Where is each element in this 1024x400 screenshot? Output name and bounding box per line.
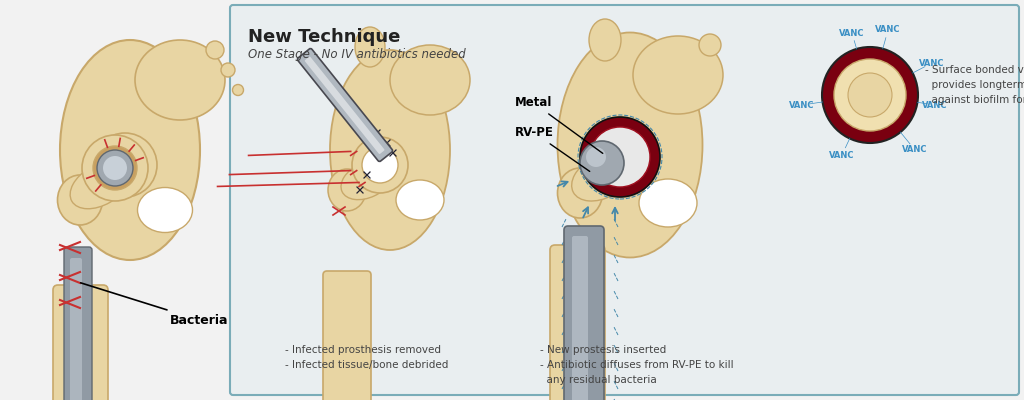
Text: Bacteria: Bacteria bbox=[81, 283, 228, 326]
FancyBboxPatch shape bbox=[564, 226, 604, 400]
Ellipse shape bbox=[390, 45, 470, 115]
Ellipse shape bbox=[557, 168, 602, 218]
Circle shape bbox=[586, 147, 606, 167]
Ellipse shape bbox=[589, 19, 621, 61]
Ellipse shape bbox=[571, 153, 633, 201]
Circle shape bbox=[590, 127, 650, 187]
Circle shape bbox=[580, 117, 660, 197]
Ellipse shape bbox=[699, 34, 721, 56]
Ellipse shape bbox=[206, 41, 224, 59]
Text: RV-PE: RV-PE bbox=[515, 126, 590, 172]
Circle shape bbox=[834, 59, 906, 131]
Ellipse shape bbox=[633, 36, 723, 114]
Circle shape bbox=[82, 135, 148, 201]
Ellipse shape bbox=[135, 40, 225, 120]
Text: New Technique: New Technique bbox=[248, 28, 400, 46]
FancyBboxPatch shape bbox=[305, 56, 384, 154]
Ellipse shape bbox=[232, 84, 244, 96]
Ellipse shape bbox=[57, 175, 102, 225]
Text: VANC: VANC bbox=[902, 146, 928, 154]
Text: VANC: VANC bbox=[920, 58, 945, 68]
Circle shape bbox=[352, 137, 408, 193]
Text: VANC: VANC bbox=[876, 26, 901, 34]
FancyBboxPatch shape bbox=[230, 5, 1019, 395]
Ellipse shape bbox=[557, 32, 702, 258]
Ellipse shape bbox=[341, 160, 393, 200]
Text: VANC: VANC bbox=[923, 100, 948, 110]
FancyBboxPatch shape bbox=[323, 271, 371, 400]
Circle shape bbox=[93, 146, 137, 190]
Text: VANC: VANC bbox=[790, 100, 815, 110]
Text: - Infected prosthesis removed
- Infected tissue/bone debrided: - Infected prosthesis removed - Infected… bbox=[285, 345, 449, 370]
Ellipse shape bbox=[355, 27, 385, 67]
Circle shape bbox=[362, 147, 398, 183]
FancyBboxPatch shape bbox=[297, 48, 392, 162]
Circle shape bbox=[822, 47, 918, 143]
Ellipse shape bbox=[330, 50, 450, 250]
Circle shape bbox=[63, 115, 173, 225]
Circle shape bbox=[76, 128, 160, 212]
FancyBboxPatch shape bbox=[550, 245, 605, 400]
Circle shape bbox=[103, 156, 127, 180]
Text: - Surface bonded vancomycin
  provides longterm protection
  against biofilm for: - Surface bonded vancomycin provides lon… bbox=[925, 65, 1024, 105]
Text: VANC: VANC bbox=[829, 150, 855, 160]
Circle shape bbox=[93, 133, 157, 197]
Ellipse shape bbox=[328, 169, 366, 211]
Ellipse shape bbox=[70, 161, 130, 209]
Ellipse shape bbox=[60, 40, 200, 260]
Text: Metal: Metal bbox=[515, 96, 603, 153]
Text: - New prostesis inserted
- Antibiotic diffuses from RV-PE to kill
  any residual: - New prostesis inserted - Antibiotic di… bbox=[540, 345, 733, 385]
Circle shape bbox=[97, 150, 133, 186]
Circle shape bbox=[580, 141, 624, 185]
FancyBboxPatch shape bbox=[70, 258, 82, 400]
FancyBboxPatch shape bbox=[572, 236, 588, 400]
Text: VANC: VANC bbox=[840, 28, 864, 38]
Text: One Stage - No IV antibiotics needed: One Stage - No IV antibiotics needed bbox=[248, 48, 466, 61]
Ellipse shape bbox=[221, 63, 234, 77]
Ellipse shape bbox=[639, 179, 697, 227]
Circle shape bbox=[848, 73, 892, 117]
FancyBboxPatch shape bbox=[63, 247, 92, 400]
Ellipse shape bbox=[137, 188, 193, 232]
FancyBboxPatch shape bbox=[53, 285, 108, 400]
Ellipse shape bbox=[396, 180, 444, 220]
